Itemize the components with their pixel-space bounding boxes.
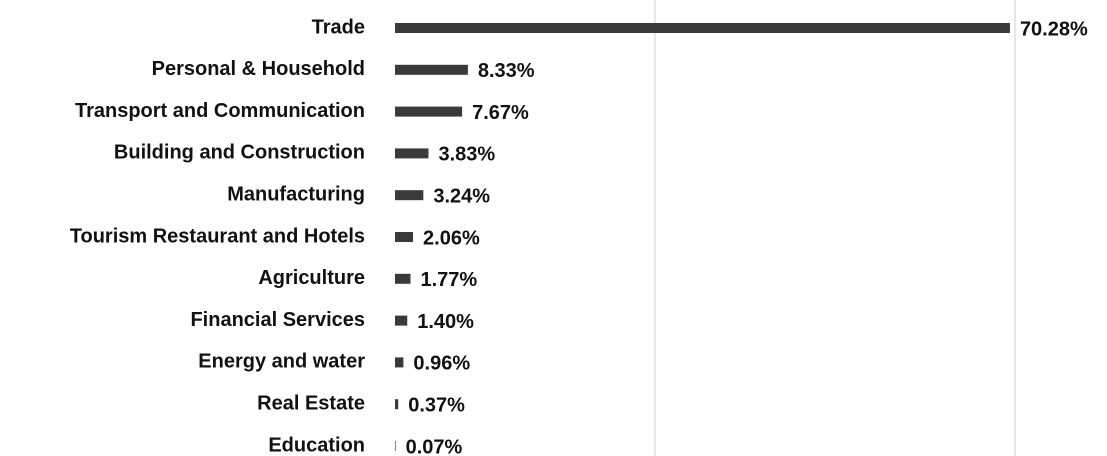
category-label: Trade	[312, 16, 365, 38]
category-label: Energy and water	[198, 351, 365, 373]
bar	[395, 273, 411, 284]
category-label: Agriculture	[258, 267, 365, 289]
data-label: 3.83%	[439, 144, 496, 166]
bar	[395, 441, 396, 451]
bar	[395, 148, 429, 159]
category-label: Building and Construction	[114, 142, 365, 164]
category-label: Real Estate	[257, 392, 365, 414]
data-label: 0.96%	[413, 353, 470, 375]
data-label: 70.28%	[1020, 18, 1088, 40]
data-label: 1.77%	[420, 269, 477, 291]
category-label: Transport and Communication	[75, 100, 365, 122]
data-label: 1.40%	[417, 311, 474, 333]
category-label: Tourism Restaurant and Hotels	[70, 225, 365, 247]
bar	[395, 190, 424, 201]
category-label: Manufacturing	[227, 183, 365, 205]
bar	[395, 357, 404, 368]
bar	[395, 23, 1010, 33]
data-label: 0.37%	[408, 394, 465, 416]
data-label: 2.06%	[423, 227, 480, 249]
bar	[395, 399, 399, 410]
data-label: 7.67%	[472, 102, 529, 124]
category-label: Financial Services	[190, 309, 365, 331]
bar	[395, 232, 414, 242]
category-label: Education	[268, 434, 365, 456]
bar	[395, 64, 468, 75]
bar	[395, 106, 463, 117]
data-label: 3.24%	[433, 185, 490, 207]
data-label: 0.07%	[406, 436, 463, 456]
bar	[395, 315, 408, 326]
data-label: 8.33%	[478, 60, 535, 82]
category-label: Personal & Household	[152, 58, 365, 80]
